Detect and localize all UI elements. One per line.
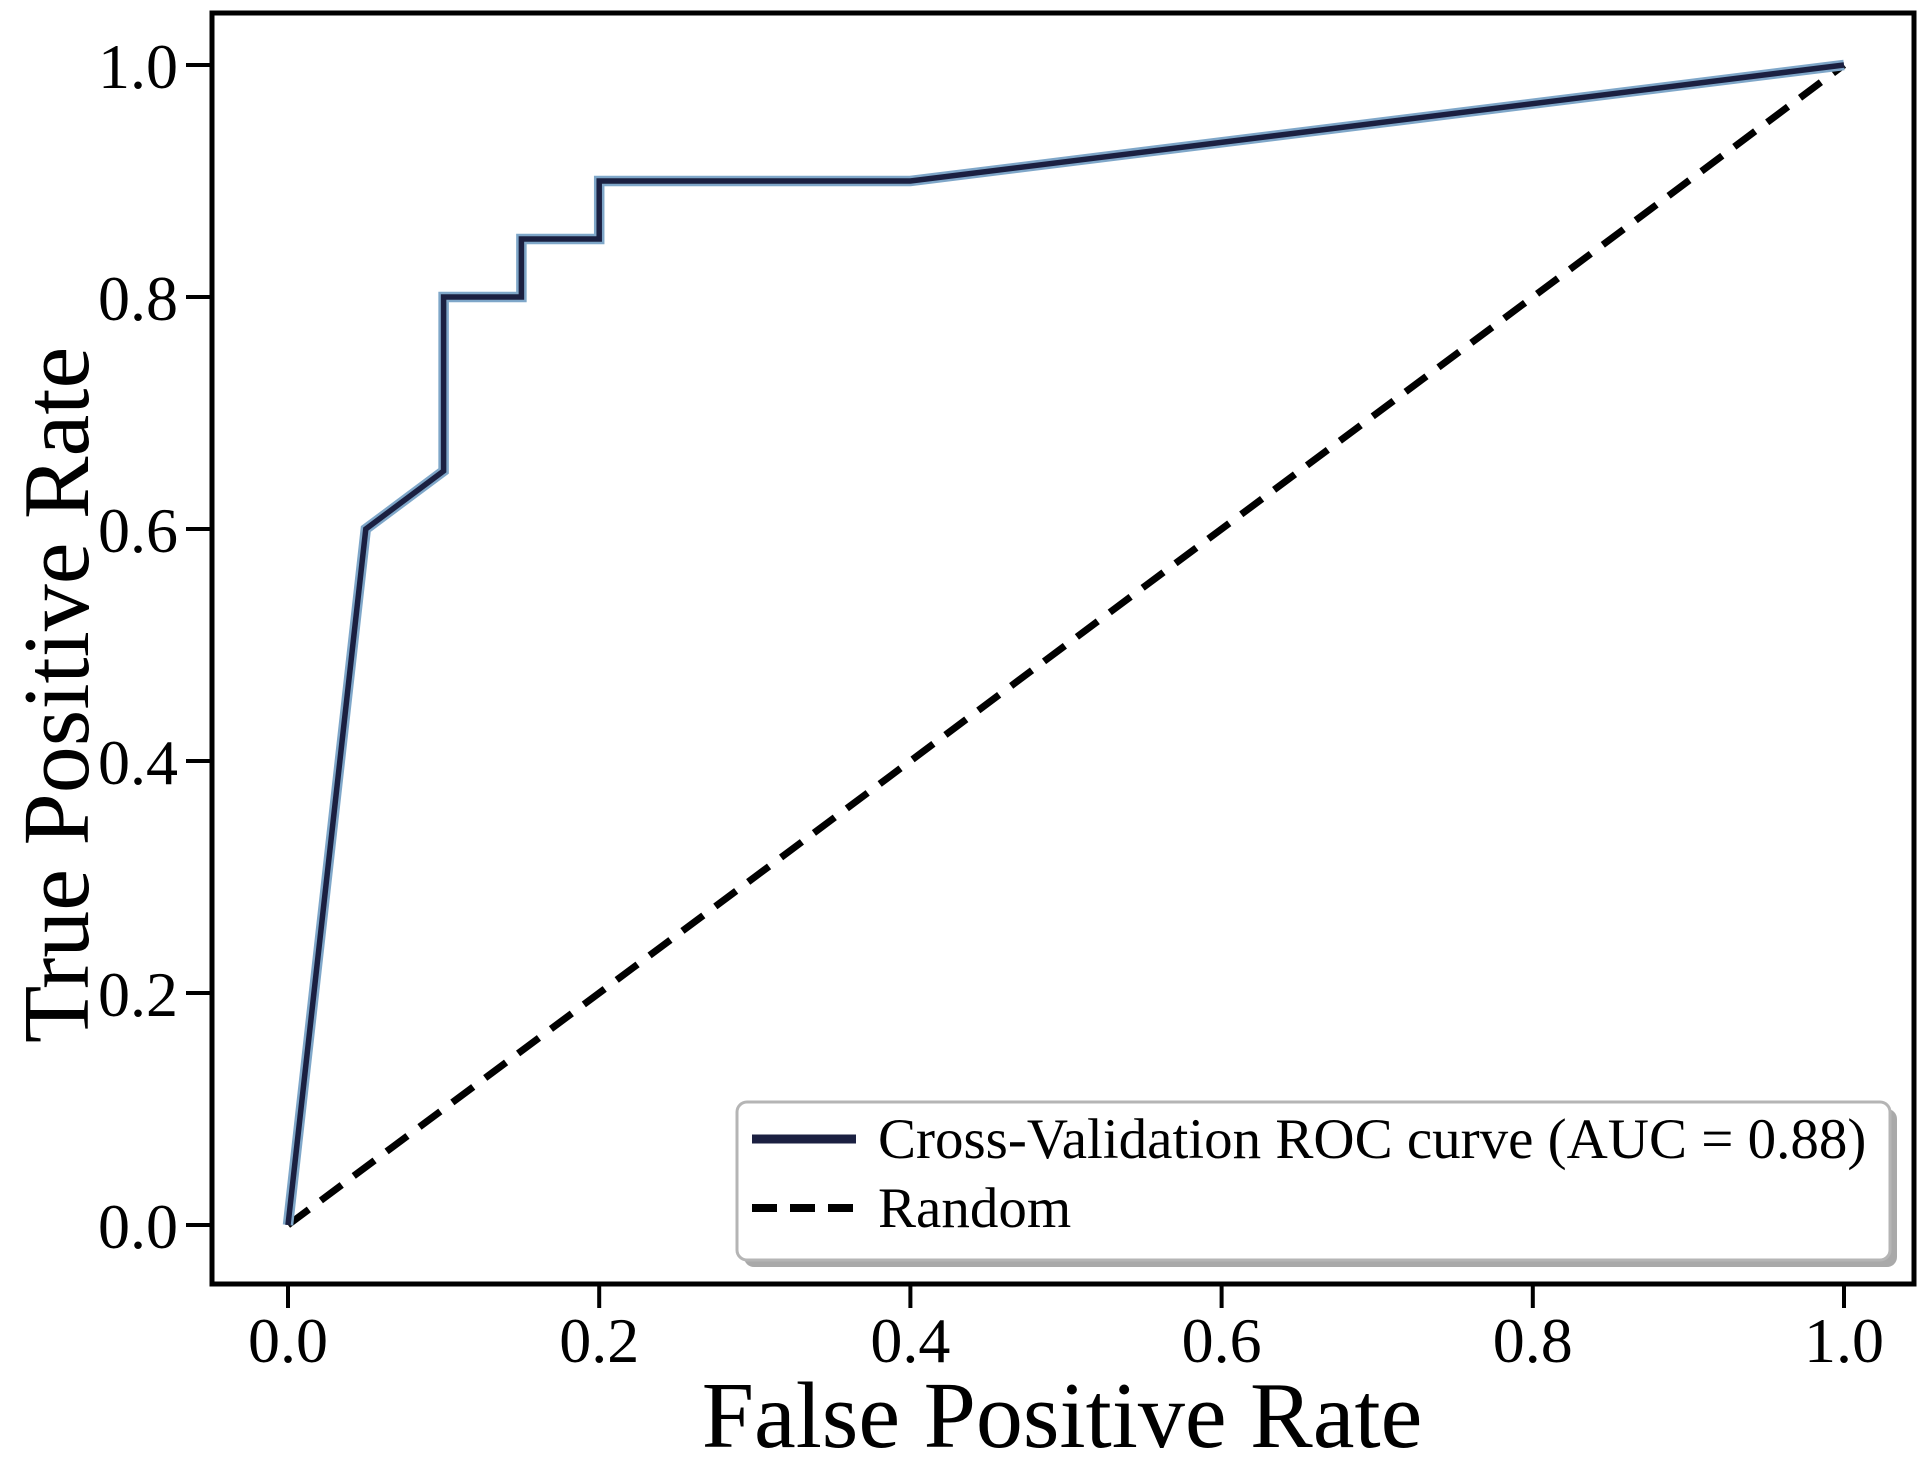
x-tick-label: 0.2: [559, 1305, 639, 1376]
x-axis-title: False Positive Rate: [702, 1364, 1423, 1462]
y-tick-label: 1.0: [98, 31, 178, 102]
plot-frame: [209, 10, 1917, 1287]
x-tick-label: 0.6: [1182, 1305, 1262, 1376]
x-axis-ticks: 0.0 0.2 0.4 0.6 0.8 1.0: [248, 1284, 1884, 1376]
roc-curve-line: [285, 62, 1845, 1226]
legend-roc-label: Cross-Validation ROC curve (AUC = 0.88): [878, 1108, 1866, 1171]
y-tick-label: 0.8: [98, 263, 178, 334]
y-axis-ticks: 0.0 0.2 0.4 0.6 0.8 1.0: [98, 31, 210, 1262]
legend: Cross-Validation ROC curve (AUC = 0.88) …: [735, 1100, 1897, 1267]
legend-box: [735, 1100, 1892, 1262]
y-tick-label: 0.2: [98, 959, 178, 1030]
y-axis-title: True Positive Rate: [5, 347, 109, 1043]
y-tick-label: 0.0: [98, 1191, 178, 1262]
legend-random-label: Random: [878, 1177, 1071, 1240]
y-tick-label: 0.6: [98, 495, 178, 566]
random-baseline-line: [285, 62, 1847, 1228]
x-tick-label: 1.0: [1804, 1305, 1884, 1376]
x-tick-label: 0.0: [248, 1305, 328, 1376]
x-tick-label: 0.4: [870, 1305, 950, 1376]
x-tick-label: 0.8: [1493, 1305, 1573, 1376]
y-tick-label: 0.4: [98, 727, 178, 798]
